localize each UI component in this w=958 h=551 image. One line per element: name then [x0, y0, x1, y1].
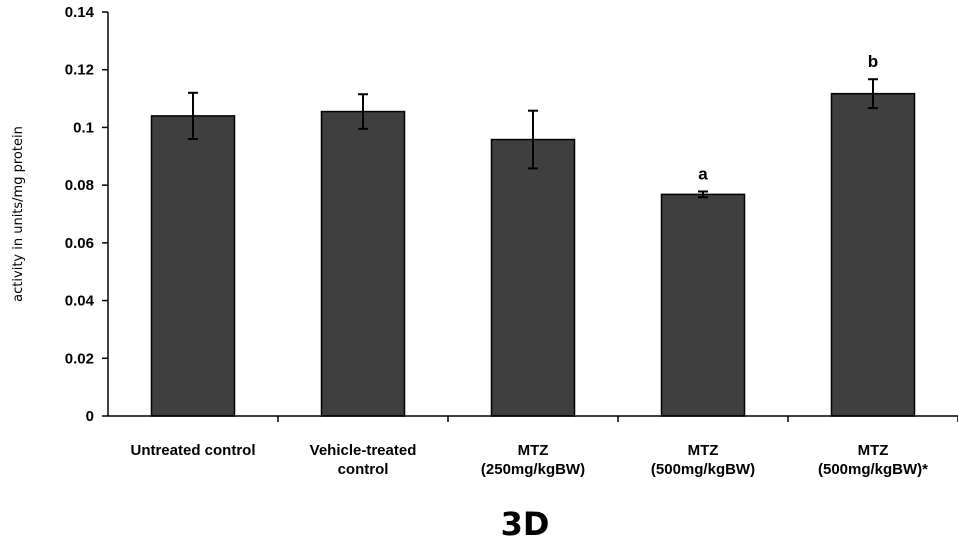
y-tick-label: 0.14	[65, 4, 95, 21]
x-category-label: Untreated control	[130, 442, 255, 459]
x-category-label: MTZ (250mg/kgBW)	[481, 442, 585, 478]
x-category-label: Vehicle-treated control	[310, 442, 417, 478]
x-category-label-line: MTZ	[688, 442, 719, 459]
x-axis-categories: Untreated control Vehicle-treated control M…	[130, 416, 958, 478]
y-tick-label: 0.06	[65, 235, 94, 252]
bar-annotations: ab	[698, 52, 878, 183]
x-category-label-line: control	[338, 461, 389, 478]
x-category-label-line: MTZ	[518, 442, 549, 459]
bar	[320, 110, 406, 417]
y-tick-label: 0.12	[65, 62, 94, 79]
bars	[150, 92, 916, 417]
bar	[490, 138, 576, 417]
x-category-label-line: (500mg/kgBW)	[651, 461, 755, 478]
y-tick-label: 0.08	[65, 177, 94, 194]
figure-label: 3D	[501, 505, 550, 543]
y-tick-label: 0.1	[73, 119, 94, 136]
y-tick-label: 0.02	[65, 350, 94, 367]
x-category-label: MTZ (500mg/kgBW)	[651, 442, 755, 478]
x-category-label: MTZ (500mg/kgBW)*	[818, 442, 928, 478]
x-category-label-line: (500mg/kgBW)*	[818, 461, 928, 478]
significance-label: b	[868, 52, 878, 71]
bar	[830, 92, 916, 417]
x-category-label-line: MTZ	[858, 442, 889, 459]
y-axis-ticks: 0 0.02 0.04 0.06 0.08 0.1 0.12 0.14	[65, 4, 108, 425]
bar	[660, 193, 746, 417]
x-category-label-line: Untreated control	[130, 442, 255, 459]
error-bars	[188, 78, 878, 199]
y-axis-title: activity in units/mg protein	[11, 126, 26, 302]
y-tick-label: 0	[86, 408, 94, 425]
x-category-label-line: Vehicle-treated	[310, 442, 417, 459]
x-category-label-line: (250mg/kgBW)	[481, 461, 585, 478]
bar	[150, 115, 236, 417]
y-tick-label: 0.04	[65, 293, 95, 310]
significance-label: a	[698, 164, 708, 183]
